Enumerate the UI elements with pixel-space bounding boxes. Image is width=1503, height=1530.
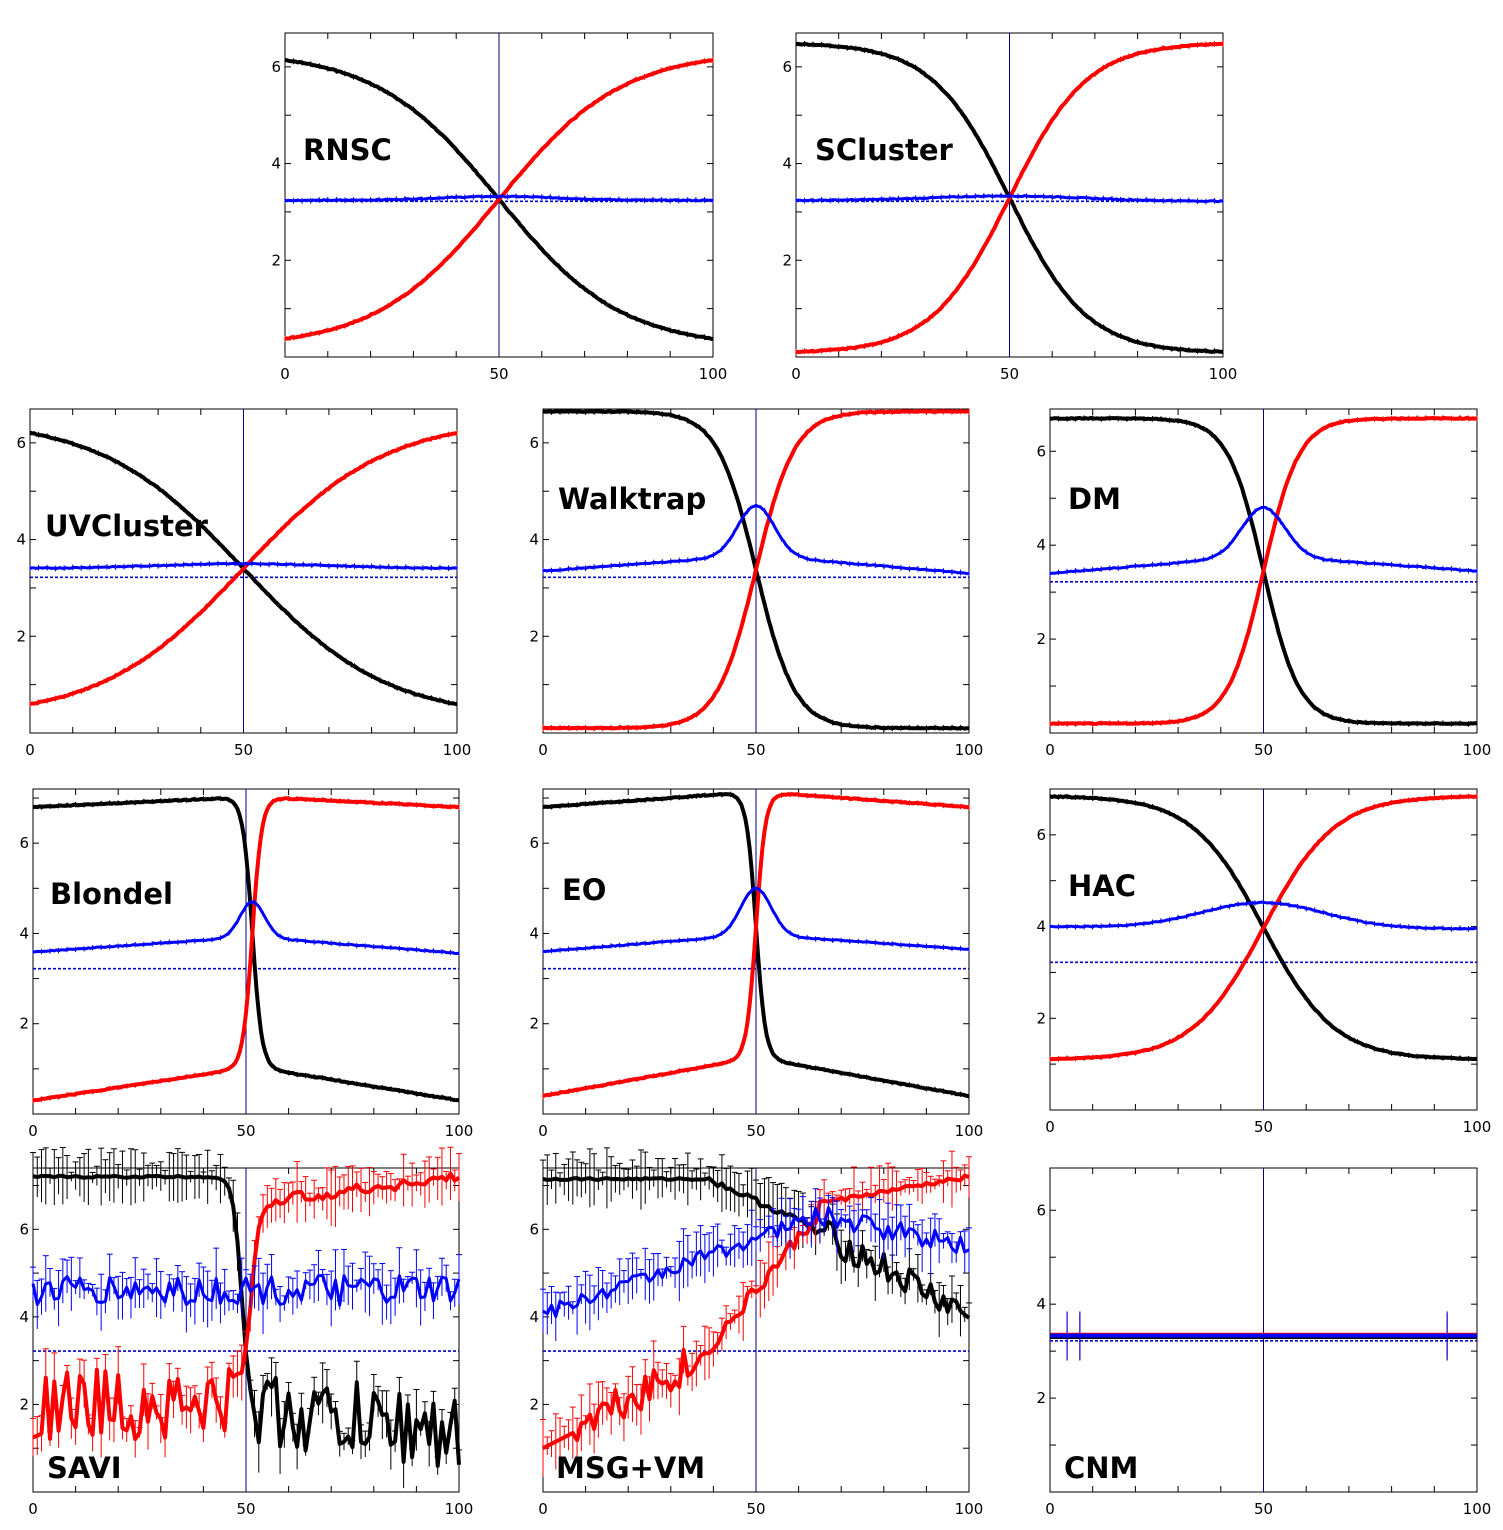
x-tick-label: 0 <box>538 1500 548 1518</box>
panel-title: DM <box>1068 482 1121 516</box>
panel-2: 0 50 100 2 4 6 SCluster <box>782 32 1238 383</box>
x-tick-label: 100 <box>1463 1500 1492 1518</box>
x-tick-label: 50 <box>746 1122 765 1140</box>
x-tick-label: 100 <box>1209 365 1238 383</box>
y-tick-label: 6 <box>1036 826 1046 844</box>
x-tick-label: 0 <box>28 1122 38 1140</box>
x-tick-label: 100 <box>955 1122 984 1140</box>
x-tick-label: 50 <box>236 1500 255 1518</box>
x-tick-label: 50 <box>1254 1500 1273 1518</box>
y-tick-label: 4 <box>529 1308 539 1326</box>
y-tick-label: 6 <box>529 1220 539 1238</box>
x-tick-label: 0 <box>28 1500 38 1518</box>
y-tick-label: 6 <box>782 58 792 76</box>
x-tick-label: 50 <box>489 365 508 383</box>
panel-6: 0 50 100 2 4 6 Blondel <box>19 788 474 1140</box>
x-tick-label: 50 <box>1254 1118 1273 1136</box>
y-tick-label: 2 <box>1036 630 1046 648</box>
y-tick-label: 2 <box>782 251 792 269</box>
y-tick-label: 4 <box>271 155 281 173</box>
x-tick-label: 100 <box>445 1122 474 1140</box>
panel-5: 0 50 100 2 4 6 DM <box>1036 408 1492 759</box>
x-tick-label: 0 <box>25 741 35 759</box>
panel-title: UVCluster <box>45 509 209 543</box>
y-tick-label: 4 <box>782 155 792 173</box>
y-tick-label: 6 <box>1036 442 1046 460</box>
x-tick-label: 100 <box>1463 741 1492 759</box>
x-tick-label: 100 <box>955 741 984 759</box>
y-tick-label: 4 <box>1036 918 1046 936</box>
panel-7: 0 50 100 2 4 6 EO <box>529 788 984 1140</box>
panel-title: SCluster <box>815 133 954 167</box>
x-tick-label: 100 <box>699 365 728 383</box>
y-tick-label: 2 <box>19 1015 29 1033</box>
panel-8: 0 50 100 2 4 6 HAC <box>1036 788 1492 1136</box>
y-tick-label: 4 <box>529 924 539 942</box>
x-tick-label: 0 <box>280 365 290 383</box>
x-tick-label: 0 <box>791 365 801 383</box>
y-tick-label: 4 <box>16 531 26 549</box>
x-tick-label: 50 <box>1254 741 1273 759</box>
x-tick-label: 0 <box>1045 741 1055 759</box>
x-tick-label: 50 <box>746 741 765 759</box>
y-tick-label: 6 <box>1036 1201 1046 1219</box>
panel-title: SAVI <box>47 1451 122 1485</box>
panel-11: 0 50 100 2 4 6 CNM <box>1036 1167 1492 1518</box>
y-tick-label: 2 <box>1036 1389 1046 1407</box>
y-tick-label: 6 <box>529 434 539 452</box>
x-tick-label: 50 <box>746 1500 765 1518</box>
x-tick-label: 0 <box>1045 1118 1055 1136</box>
x-tick-label: 100 <box>445 1500 474 1518</box>
x-tick-label: 50 <box>234 741 253 759</box>
x-tick-label: 0 <box>538 1122 548 1140</box>
y-tick-label: 2 <box>529 1015 539 1033</box>
panel-10: 0 50 100 2 4 6 MSG+VM <box>529 1147 984 1518</box>
y-tick-label: 6 <box>16 434 26 452</box>
panel-title: MSG+VM <box>556 1451 705 1485</box>
x-tick-label: 0 <box>538 741 548 759</box>
y-tick-label: 6 <box>19 1220 29 1238</box>
panel-title: EO <box>562 873 606 907</box>
x-tick-label: 100 <box>1463 1118 1492 1136</box>
panel-3: 0 50 100 2 4 6 UVCluster <box>16 408 472 759</box>
y-tick-label: 4 <box>529 531 539 549</box>
panel-title: RNSC <box>303 133 392 167</box>
y-tick-label: 4 <box>1036 536 1046 554</box>
panel-1: 0 50 100 2 4 6 RNSC <box>271 32 728 383</box>
panel-title: HAC <box>1068 869 1136 903</box>
y-tick-label: 2 <box>529 1395 539 1413</box>
y-tick-label: 4 <box>1036 1295 1046 1313</box>
x-tick-label: 0 <box>1045 1500 1055 1518</box>
y-tick-label: 2 <box>271 251 281 269</box>
panel-title: Blondel <box>50 877 173 911</box>
y-tick-label: 2 <box>16 627 26 645</box>
panel-title: CNM <box>1064 1451 1138 1485</box>
y-tick-label: 4 <box>19 1308 29 1326</box>
y-tick-label: 6 <box>271 58 281 76</box>
x-tick-label: 100 <box>955 1500 984 1518</box>
y-tick-label: 2 <box>19 1395 29 1413</box>
x-tick-label: 100 <box>443 741 472 759</box>
y-tick-label: 6 <box>19 834 29 852</box>
y-tick-label: 4 <box>19 924 29 942</box>
x-tick-label: 50 <box>236 1122 255 1140</box>
panel-9: 0 50 100 2 4 6 SAVI <box>19 1146 474 1518</box>
y-tick-label: 2 <box>1036 1009 1046 1027</box>
panel-title: Walktrap <box>558 482 706 516</box>
y-tick-label: 2 <box>529 627 539 645</box>
panel-4: 0 50 100 2 4 6 Walktrap <box>529 408 984 759</box>
x-tick-label: 50 <box>1000 365 1019 383</box>
y-tick-label: 6 <box>529 834 539 852</box>
